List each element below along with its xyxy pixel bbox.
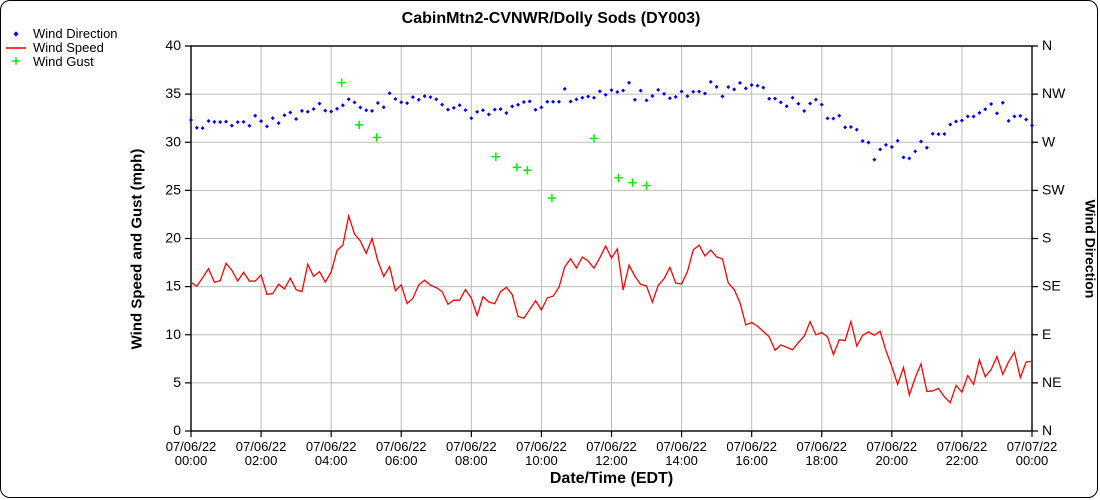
svg-text:S: S bbox=[1042, 230, 1051, 246]
svg-text:07/06/22: 07/06/22 bbox=[726, 439, 777, 454]
svg-text:02:00: 02:00 bbox=[245, 453, 278, 468]
svg-text:30: 30 bbox=[165, 133, 181, 149]
svg-text:07/06/22: 07/06/22 bbox=[586, 439, 637, 454]
svg-text:SE: SE bbox=[1042, 278, 1061, 294]
svg-text:20: 20 bbox=[165, 230, 181, 246]
svg-text:04:00: 04:00 bbox=[315, 453, 348, 468]
svg-text:NE: NE bbox=[1042, 374, 1061, 390]
svg-text:W: W bbox=[1042, 133, 1056, 149]
svg-text:07/07/22: 07/07/22 bbox=[1007, 439, 1058, 454]
svg-text:18:00: 18:00 bbox=[805, 453, 838, 468]
svg-text:SW: SW bbox=[1042, 181, 1065, 197]
svg-text:07/06/22: 07/06/22 bbox=[867, 439, 918, 454]
svg-text:25: 25 bbox=[165, 181, 181, 197]
svg-text:E: E bbox=[1042, 326, 1051, 342]
svg-text:15: 15 bbox=[165, 278, 181, 294]
svg-text:22:00: 22:00 bbox=[946, 453, 979, 468]
svg-text:07/06/22: 07/06/22 bbox=[656, 439, 707, 454]
svg-text:10:00: 10:00 bbox=[525, 453, 558, 468]
svg-text:5: 5 bbox=[173, 374, 181, 390]
svg-text:07/06/22: 07/06/22 bbox=[166, 439, 217, 454]
svg-text:07/06/22: 07/06/22 bbox=[446, 439, 497, 454]
svg-text:N: N bbox=[1042, 37, 1052, 53]
svg-text:NW: NW bbox=[1042, 85, 1066, 101]
svg-text:00:00: 00:00 bbox=[175, 453, 208, 468]
svg-text:07/06/22: 07/06/22 bbox=[937, 439, 988, 454]
svg-text:40: 40 bbox=[165, 37, 181, 53]
svg-text:00:00: 00:00 bbox=[1016, 453, 1049, 468]
svg-text:07/06/22: 07/06/22 bbox=[796, 439, 847, 454]
svg-text:12:00: 12:00 bbox=[595, 453, 628, 468]
svg-text:14:00: 14:00 bbox=[665, 453, 698, 468]
svg-text:07/06/22: 07/06/22 bbox=[236, 439, 287, 454]
svg-text:08:00: 08:00 bbox=[455, 453, 488, 468]
svg-text:20:00: 20:00 bbox=[876, 453, 909, 468]
svg-text:0: 0 bbox=[173, 422, 181, 438]
svg-text:10: 10 bbox=[165, 326, 181, 342]
svg-text:06:00: 06:00 bbox=[385, 453, 418, 468]
svg-text:07/06/22: 07/06/22 bbox=[376, 439, 427, 454]
svg-text:35: 35 bbox=[165, 85, 181, 101]
svg-text:N: N bbox=[1042, 422, 1052, 438]
svg-text:07/06/22: 07/06/22 bbox=[516, 439, 567, 454]
svg-text:07/06/22: 07/06/22 bbox=[306, 439, 357, 454]
svg-text:16:00: 16:00 bbox=[735, 453, 768, 468]
